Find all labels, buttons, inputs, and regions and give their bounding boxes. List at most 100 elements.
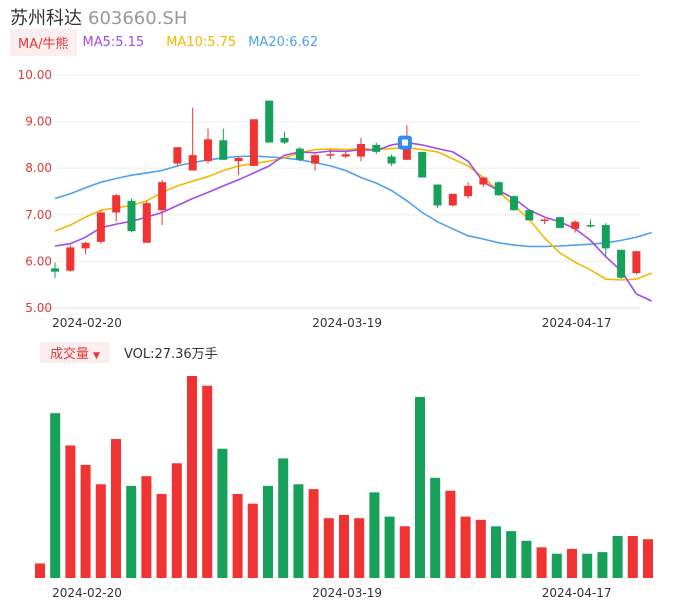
volume-bar [171,463,182,578]
ma-legend: MA/牛熊 MA5:5.15 MA10:5.75 MA20:6.62 [10,28,318,56]
candle-body [173,147,182,164]
candle-body [311,155,320,164]
volume-bar [217,448,228,578]
candle [586,219,595,228]
candle-body [66,247,75,271]
candle-body [326,154,335,156]
x-tick-label: 2024-04-17 [542,316,612,330]
volume-x-tick-label: 2024-02-20 [52,586,122,600]
volume-tab-button[interactable]: 成交量 ▼ [40,341,110,363]
candle [540,218,549,225]
candle [234,156,243,176]
candle [326,149,335,159]
candle-body [571,221,580,229]
volume-bar [369,492,380,578]
candle [494,181,503,197]
volume-bar [293,484,304,578]
volume-bar [323,518,334,578]
candle [617,249,626,280]
candle [357,137,365,162]
ma5-line [54,141,653,302]
volume-bar [491,526,501,578]
candle-body [418,151,427,178]
volume-bar [141,476,152,578]
candle-body [280,137,289,143]
volume-bar [80,464,91,578]
candle-body [81,242,90,249]
candle-body [525,210,534,221]
ma10-legend: MA10:5.75 [166,34,237,50]
candle-body [51,268,59,272]
candle-body [601,225,610,249]
volume-bar [126,485,137,578]
candle-body [142,203,151,243]
volume-bar [399,526,410,578]
candle [142,200,151,243]
volume-bar [263,485,273,578]
candles [51,100,641,280]
candle [555,217,564,228]
candle-body [494,182,503,196]
candle [188,107,197,171]
volume-bar [247,503,258,578]
candle [127,198,136,233]
candle [173,147,182,166]
stock-name: 苏州科达 [10,8,82,29]
candle [219,128,228,160]
candle [265,100,274,143]
candle [295,147,304,162]
volume-bar [156,493,167,578]
candle-body [127,200,136,232]
candle [311,154,320,171]
candle-body [372,144,381,152]
volume-bar [536,547,547,578]
candle [601,223,610,256]
volume-value-label: VOL:27.36万手 [123,346,218,362]
candle-body [586,225,595,227]
candle-body [357,143,365,157]
candle [571,220,580,233]
candle [387,154,396,166]
candle [479,177,488,187]
candle-body [433,184,442,206]
volume-bar [597,552,608,578]
volume-bar [95,484,106,578]
candle [464,182,473,199]
volume-tab-label: 成交量 [50,346,90,362]
volume-bar [232,493,243,578]
volume-x-tick-label: 2024-03-19 [312,586,382,600]
candle [448,193,457,207]
candle [280,131,289,144]
candle-body [555,217,564,228]
volume-bar [582,553,593,578]
x-tick-label: 2024-02-20 [52,316,122,330]
volume-bar [50,413,61,578]
stock-title: 苏州科达 603660.SH [10,4,187,30]
volume-legend: 成交量 ▼ VOL:27.36万手 [40,341,218,363]
candle [372,142,381,155]
candle-body [112,195,121,213]
volume-bar [643,539,653,578]
event-marker-inner [401,139,408,146]
volume-bar [460,516,471,578]
candle-body [540,219,549,221]
candle-body [96,212,105,242]
ma-tab-button[interactable]: MA/牛熊 [10,28,77,56]
candle [204,128,212,164]
volume-bar [202,385,213,578]
candle-body [617,249,626,278]
volume-x-tick-label: 2024-04-17 [542,586,612,600]
candle-body [234,157,243,162]
volume-bar [187,376,197,578]
candle-body [464,185,473,197]
candle [158,179,167,226]
candle-body [448,193,457,206]
candle-body [479,177,488,185]
candle [96,210,105,244]
volume-bar [551,553,562,578]
volume-bar [506,531,517,578]
volume-bar [567,548,577,578]
candle-body [295,148,304,160]
candle [632,251,641,275]
candle-body [341,154,350,157]
